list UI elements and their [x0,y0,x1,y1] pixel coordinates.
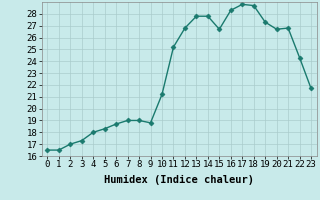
X-axis label: Humidex (Indice chaleur): Humidex (Indice chaleur) [104,175,254,185]
